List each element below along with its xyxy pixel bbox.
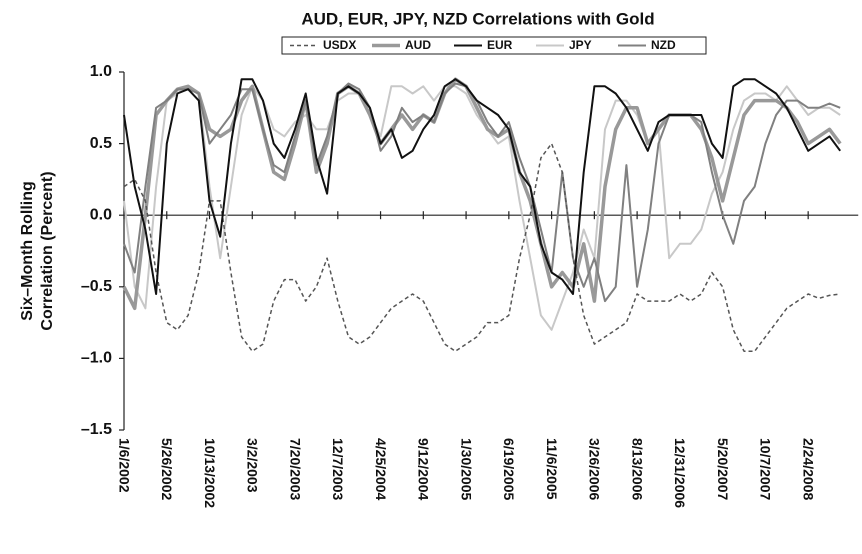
x-tick-label: 3/2/2003: [245, 438, 261, 493]
series-line: [123, 82, 841, 303]
y-axis-label: Six–Month Rolling: [19, 181, 36, 321]
x-tick-label: 5/20/2007: [715, 438, 731, 500]
x-tick-label: 1/30/2005: [458, 438, 474, 500]
x-tick-label: 12/31/2006: [672, 438, 688, 508]
x-tick-label: 6/19/2005: [501, 438, 517, 500]
x-tick-label: 11/6/2005: [544, 438, 560, 500]
x-tick-label: 2/24/2008: [800, 438, 816, 500]
x-tick-label: 8/13/2006: [629, 438, 645, 500]
series-line: [123, 142, 841, 352]
y-tick-label: –1.5: [81, 421, 112, 438]
y-tick-label: –0.5: [81, 278, 112, 295]
legend-label: USDX: [323, 38, 356, 52]
y-tick-label: 0.5: [90, 135, 112, 152]
x-tick-label: 5/26/2002: [159, 438, 175, 500]
legend-label: EUR: [487, 38, 513, 52]
y-tick-label: 0.0: [90, 206, 112, 223]
x-tick-label: 12/7/2003: [330, 438, 346, 500]
legend-box: [281, 36, 707, 55]
x-tick-label: 10/7/2007: [758, 438, 774, 500]
chart-title: AUD, EUR, JPY, NZD Correlations with Gol…: [301, 9, 654, 28]
legend-label: NZD: [651, 38, 676, 52]
x-tick-label: 9/12/2004: [416, 438, 432, 500]
x-tick-label: 7/20/2003: [287, 438, 303, 500]
series-line: [123, 78, 842, 295]
x-tick-label: 1/6/2002: [116, 438, 132, 493]
y-axis-label: Correlation (Percent): [39, 171, 56, 330]
legend-label: JPY: [569, 38, 592, 52]
x-tick-label: 4/25/2004: [373, 438, 389, 500]
x-tick-label: 3/26/2006: [587, 438, 603, 500]
legend-label: AUD: [405, 38, 431, 52]
y-tick-label: –1.0: [81, 350, 112, 367]
y-tick-label: 1.0: [90, 63, 112, 80]
x-tick-label: 10/13/2002: [202, 438, 218, 508]
series-line: [123, 85, 841, 331]
series-line: [122, 77, 842, 311]
